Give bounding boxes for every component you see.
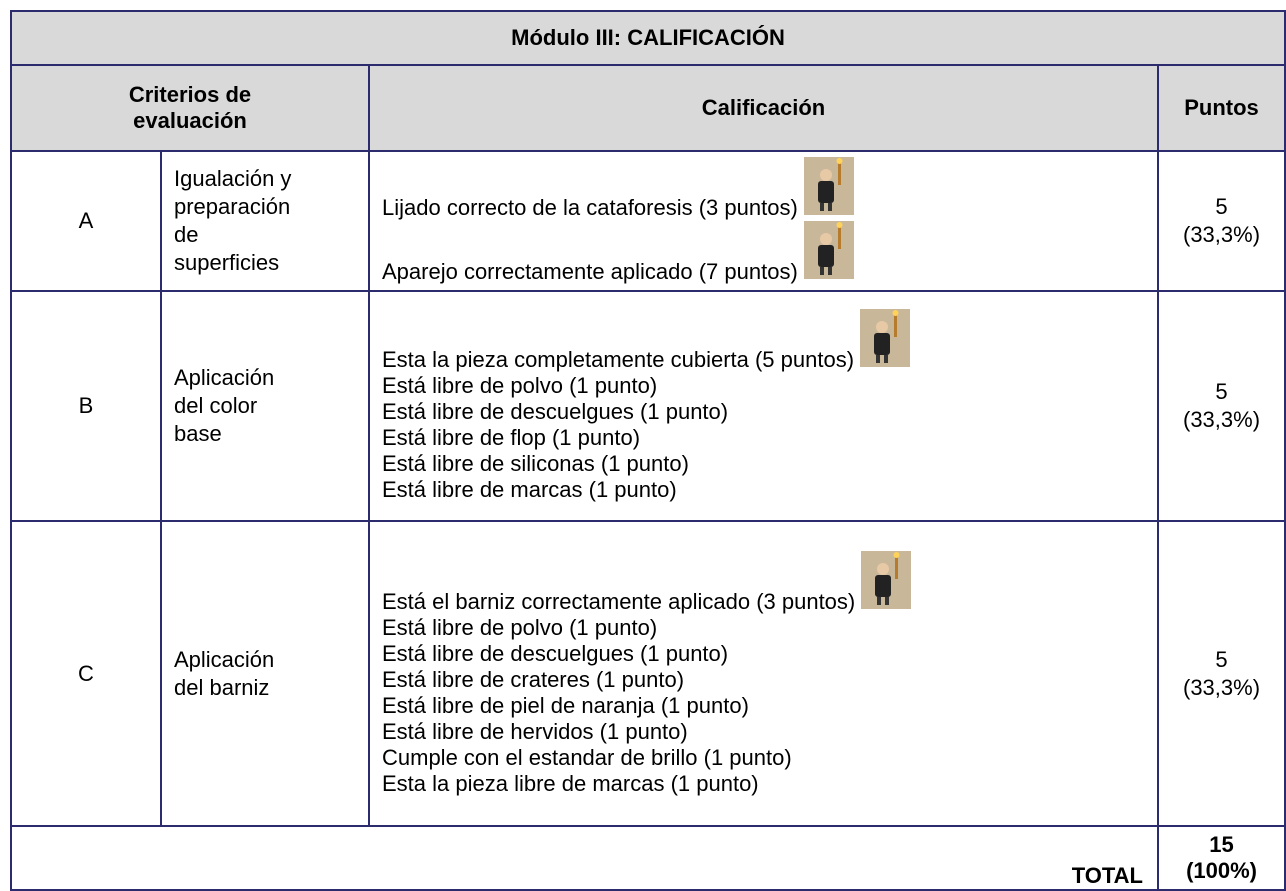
criterion-letter: B bbox=[10, 290, 162, 522]
grading-item: Está libre de marcas (1 punto) bbox=[382, 477, 1149, 503]
item-text: Está libre de piel de naranja (1 punto) bbox=[382, 692, 749, 718]
grading-item: Está el barniz correctamente aplicado (3… bbox=[382, 550, 1149, 615]
grading-item: Está libre de descuelgues (1 punto) bbox=[382, 399, 1149, 425]
grading-header: Calificación bbox=[368, 64, 1159, 152]
grading-items: Esta la pieza completamente cubierta (5 … bbox=[368, 290, 1159, 522]
criterion-name: Aplicación del color base bbox=[160, 290, 370, 522]
referee-icon bbox=[803, 221, 854, 285]
grading-item: Está libre de crateres (1 punto) bbox=[382, 667, 1149, 693]
grading-item: Lijado correcto de la cataforesis (3 pun… bbox=[382, 157, 1149, 221]
item-text: Está libre de descuelgues (1 punto) bbox=[382, 399, 729, 424]
points-value: 5 bbox=[1215, 379, 1228, 404]
title-row: Módulo III: CALIFICACIÓN bbox=[9, 10, 1286, 66]
grading-item: Esta la pieza libre de marcas (1 punto) bbox=[382, 771, 1149, 797]
referee-icon bbox=[861, 550, 912, 615]
criterion-line: Aplicación bbox=[174, 365, 275, 390]
item-text: Está libre de polvo (1 punto) bbox=[382, 614, 658, 640]
criterion-line: Igualación y bbox=[174, 166, 292, 191]
table-body: Módulo III: CALIFICACIÓN Criterios de ev… bbox=[9, 10, 1286, 891]
criterion-row: C Aplicación del barniz Está el barniz corr… bbox=[10, 520, 1286, 827]
item-text: Está libre de descuelgues (1 punto) bbox=[382, 640, 729, 666]
grading-item: Aparejo correctamente aplicado (7 puntos… bbox=[382, 221, 1149, 285]
points-value: 5 bbox=[1215, 194, 1228, 219]
grading-items: Está el barniz correctamente aplicado (3… bbox=[368, 520, 1159, 827]
grading-item: Está libre de piel de naranja (1 punto) bbox=[382, 693, 1149, 719]
grading-item: Está libre de hervidos (1 punto) bbox=[382, 719, 1149, 745]
points-value: 5 bbox=[1215, 646, 1228, 672]
points-cell: 5 (33,3%) bbox=[1156, 290, 1286, 522]
criterion-name: Igualación y preparación de superficies bbox=[160, 150, 370, 292]
grading-item: Está libre de flop (1 punto) bbox=[382, 425, 1149, 451]
item-text: Cumple con el estandar de brillo (1 punt… bbox=[382, 744, 792, 770]
table-title: Módulo III: CALIFICACIÓN bbox=[9, 10, 1286, 66]
item-text: Está libre de flop (1 punto) bbox=[382, 425, 641, 450]
criterion-line: del color bbox=[174, 393, 258, 418]
criterion-line: superficies bbox=[174, 250, 280, 275]
criterion-row: A Igualación y preparación de superficies Lij… bbox=[10, 150, 1286, 292]
header-row: Criterios de evaluación Calificación Pun… bbox=[10, 64, 1286, 152]
points-header: Puntos bbox=[1156, 64, 1286, 152]
item-text: Está libre de crateres (1 punto) bbox=[382, 666, 685, 692]
points-cell: 5 (33,3%) bbox=[1156, 150, 1286, 292]
item-text: Está libre de polvo (1 punto) bbox=[382, 373, 658, 398]
criterion-line: Aplicación bbox=[174, 646, 275, 672]
referee-icon bbox=[860, 309, 911, 373]
item-text: Aparejo correctamente aplicado (7 puntos… bbox=[382, 259, 798, 284]
criterion-letter: C bbox=[10, 520, 162, 827]
grading-item: Está libre de descuelgues (1 punto) bbox=[382, 641, 1149, 667]
item-text: Está el barniz correctamente aplicado (3… bbox=[382, 588, 856, 614]
item-text: Está libre de hervidos (1 punto) bbox=[382, 718, 688, 744]
points-share: (33,3%) bbox=[1183, 674, 1261, 700]
grading-item: Está libre de polvo (1 punto) bbox=[382, 373, 1149, 399]
total-share: (100%) bbox=[1186, 858, 1257, 883]
points-share: (33,3%) bbox=[1183, 222, 1261, 247]
grading-item: Cumple con el estandar de brillo (1 punt… bbox=[382, 745, 1149, 771]
total-row: TOTAL 15 (100%) bbox=[10, 825, 1286, 891]
criteria-header: Criterios de evaluación bbox=[10, 64, 370, 152]
points-cell: 5 (33,3%) bbox=[1156, 520, 1286, 827]
points-share: (33,3%) bbox=[1183, 407, 1261, 432]
criterion-line: del barniz bbox=[174, 674, 270, 700]
grading-item: Está libre de siliconas (1 punto) bbox=[382, 451, 1149, 477]
criterion-line: de bbox=[174, 222, 199, 247]
item-text: Lijado correcto de la cataforesis (3 pun… bbox=[382, 195, 798, 220]
total-points: 15 (100%) bbox=[1156, 825, 1286, 891]
grading-item: Está libre de polvo (1 punto) bbox=[382, 615, 1149, 641]
criterion-line: preparación bbox=[174, 194, 291, 219]
item-text: Esta la pieza completamente cubierta (5 … bbox=[382, 347, 855, 372]
item-text: Esta la pieza libre de marcas (1 punto) bbox=[382, 770, 759, 796]
criterion-letter: A bbox=[10, 150, 162, 292]
referee-icon bbox=[803, 157, 854, 221]
criterion-row: B Aplicación del color base Esta la pieza co… bbox=[10, 290, 1286, 522]
header-line: evaluación bbox=[133, 108, 247, 133]
item-text: Está libre de marcas (1 punto) bbox=[382, 477, 677, 502]
item-text: Está libre de siliconas (1 punto) bbox=[382, 451, 689, 476]
criterion-line: base bbox=[174, 421, 222, 446]
criterion-name: Aplicación del barniz bbox=[160, 520, 370, 827]
total-value: 15 bbox=[1209, 832, 1234, 857]
total-label: TOTAL bbox=[10, 825, 1159, 891]
grading-items: Lijado correcto de la cataforesis (3 pun… bbox=[368, 150, 1159, 292]
header-line: Criterios de bbox=[128, 82, 252, 107]
grading-table: Módulo III: CALIFICACIÓN Criterios de ev… bbox=[9, 10, 1286, 891]
grading-item: Esta la pieza completamente cubierta (5 … bbox=[382, 309, 1149, 373]
